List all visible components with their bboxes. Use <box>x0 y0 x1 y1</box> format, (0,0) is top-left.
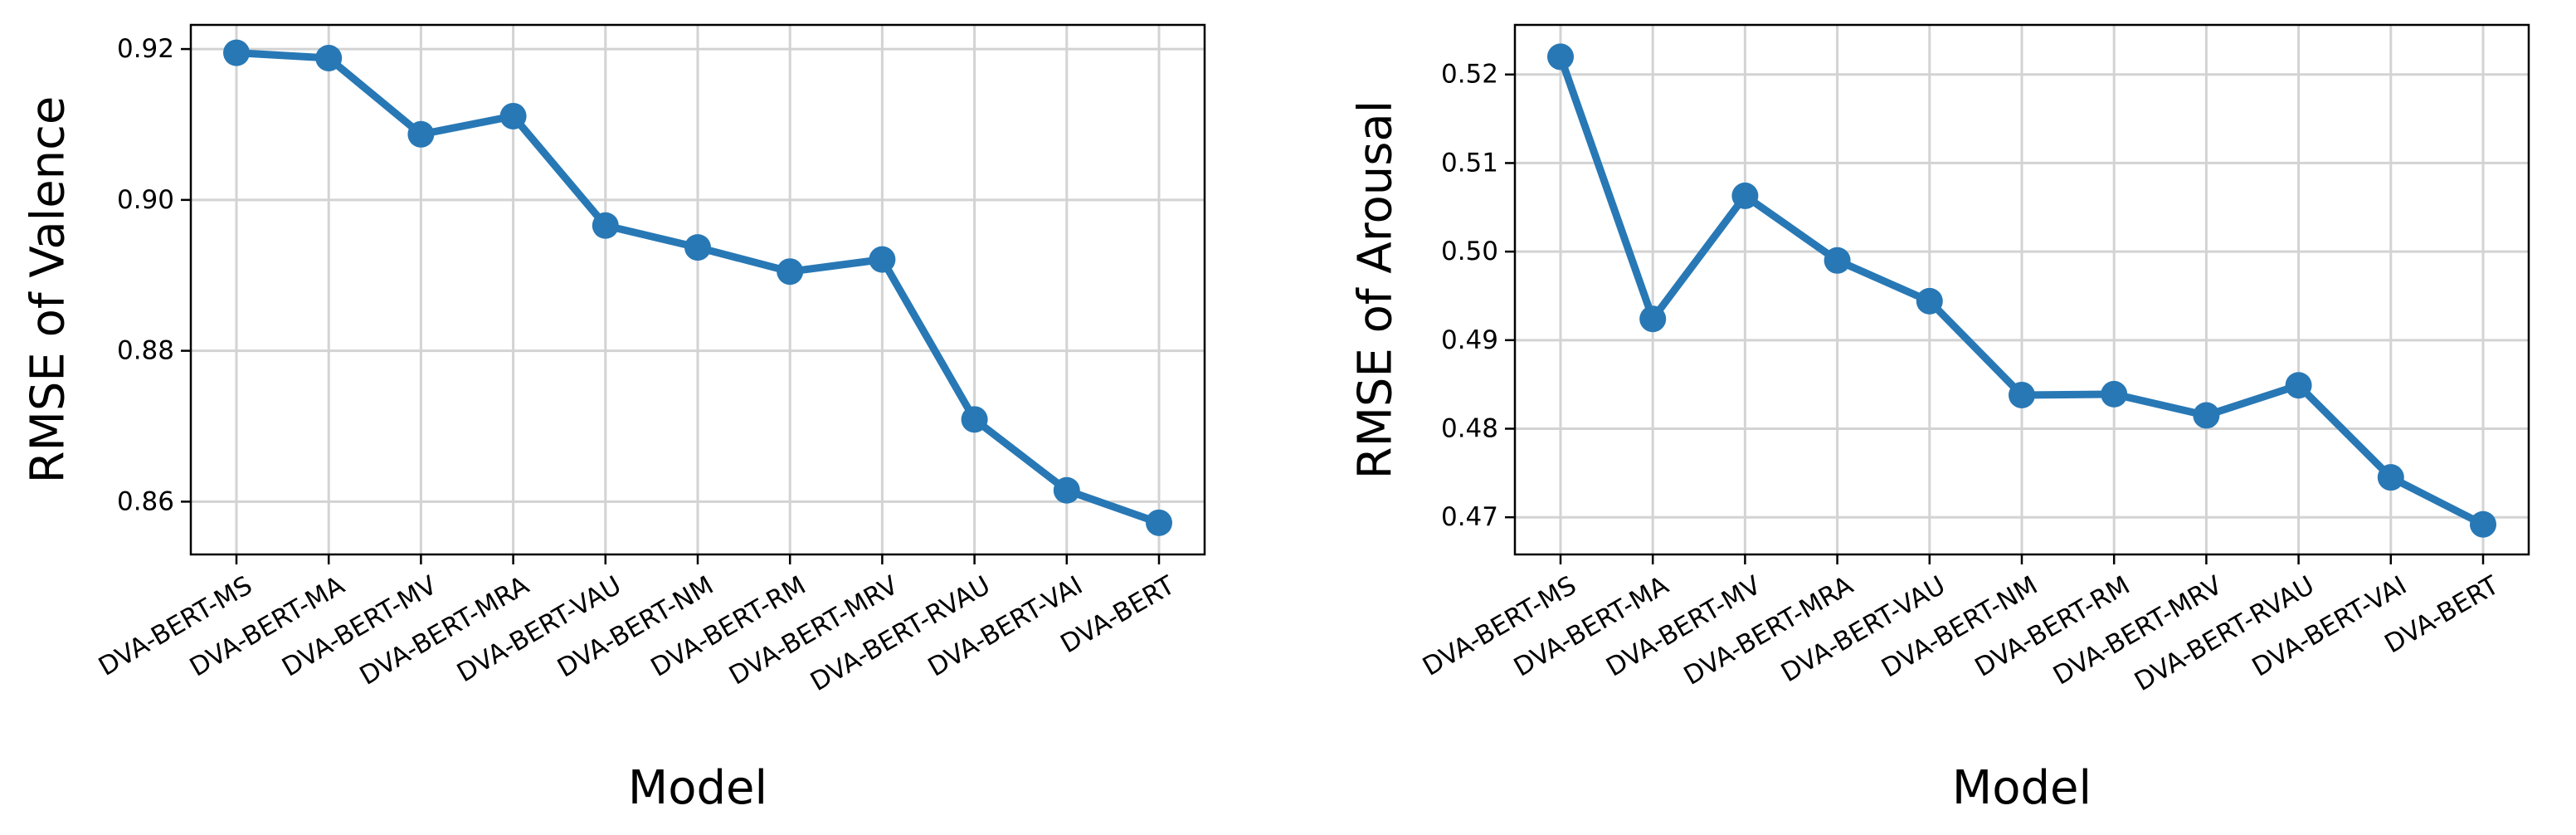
valence-data-point <box>223 39 250 66</box>
arousal-ytick-label: 0.51 <box>1441 148 1498 178</box>
arousal-yaxis-title: RMSE of Arousal <box>1349 100 1403 480</box>
arousal-xtick-label: DVA-BERT-MS <box>1418 570 1581 682</box>
arousal-data-point <box>2470 510 2496 538</box>
valence-xtick-label: DVA-BERT-VAI <box>923 570 1088 682</box>
valence-data-point <box>869 246 896 273</box>
arousal-xaxis-title: Model <box>1952 761 2091 815</box>
arousal-data-point <box>2009 381 2035 408</box>
valence-xtick-label: DVA-BERT-MA <box>185 570 350 682</box>
arousal-ytick-label: 0.49 <box>1441 325 1498 355</box>
arousal-data-point <box>1731 182 1759 209</box>
valence-data-point <box>777 258 804 286</box>
arousal-data-point <box>2101 380 2128 408</box>
valence-data-point <box>684 234 711 261</box>
valence-data-point <box>961 406 988 433</box>
arousal-xtick-label: DVA-BERT-MA <box>1509 570 1674 682</box>
valence-yaxis-title: RMSE of Valence <box>22 96 75 484</box>
valence-ytick-label: 0.88 <box>117 336 174 366</box>
valence-xtick-label: DVA-BERT-MS <box>94 570 257 682</box>
arousal-data-point <box>2377 464 2404 491</box>
valence-data-point <box>315 44 343 71</box>
valence-xaxis-title: Model <box>628 761 767 815</box>
arousal-ytick-label: 0.47 <box>1441 502 1498 532</box>
arousal-ytick-label: 0.48 <box>1441 414 1498 444</box>
arousal-ytick-label: 0.52 <box>1441 60 1498 90</box>
arousal-data-point <box>1547 43 1574 71</box>
valence-ytick-label: 0.92 <box>117 34 174 64</box>
valence-data-point <box>1146 509 1172 536</box>
arousal-ytick-label: 0.50 <box>1441 237 1498 266</box>
valence-data-point <box>407 120 435 148</box>
valence-xtick-label: DVA-BERT-NM <box>553 570 718 683</box>
arousal-xtick-label: DVA-BERT-VAI <box>2247 570 2412 682</box>
arousal-grid <box>1515 25 2529 554</box>
valence-data-point <box>592 212 619 239</box>
arousal-data-point <box>1639 305 1667 333</box>
valence-data-point <box>1053 476 1080 504</box>
valence-ytick-label: 0.86 <box>117 486 174 516</box>
valence-data-point <box>499 102 527 129</box>
arousal-data-point <box>1824 247 1851 274</box>
valence-grid <box>191 25 1205 554</box>
valence-ytick-label: 0.90 <box>117 185 174 215</box>
arousal-data-point <box>2193 402 2220 429</box>
arousal-panel: 0.470.480.490.500.510.52DVA-BERT-MSDVA-B… <box>1349 23 2530 815</box>
arousal-data-point <box>2285 372 2312 399</box>
arousal-data-point <box>1916 287 1943 315</box>
arousal-xtick-label: DVA-BERT-NM <box>1877 570 2043 683</box>
